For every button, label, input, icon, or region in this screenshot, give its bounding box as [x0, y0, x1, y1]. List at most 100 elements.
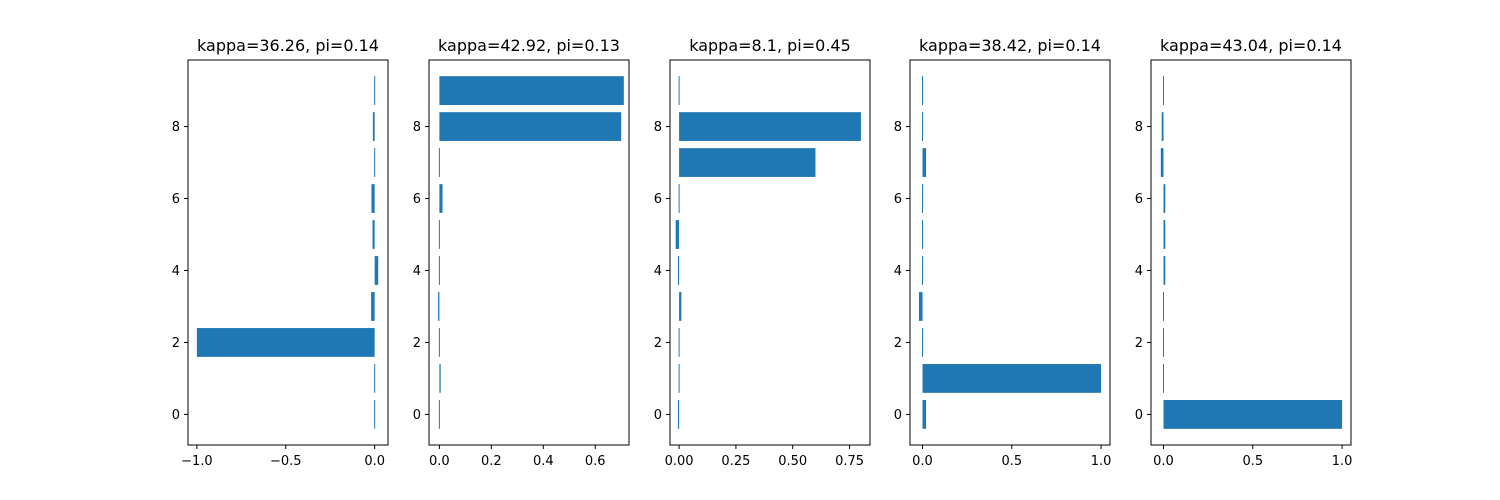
x-tick-label: 0.0 [1153, 454, 1174, 469]
subplot-4: 0.0 0.5 1.0 0 2 4 6 8 kappa=38.42, pi=0.14 [894, 36, 1112, 469]
subplot-title: kappa=38.42, pi=0.14 [919, 36, 1101, 55]
bar [196, 328, 375, 357]
x-tick-label: 0.75 [835, 454, 864, 469]
bar [438, 292, 440, 321]
x-tick-label: 0.0 [364, 454, 385, 469]
x-tick-label: 0.0 [912, 454, 933, 469]
bar [1163, 328, 1164, 357]
bar [922, 364, 1102, 393]
bar [675, 220, 680, 249]
subplot-title: kappa=42.92, pi=0.13 [438, 36, 620, 55]
subplot-title: kappa=36.26, pi=0.14 [197, 36, 379, 55]
bar [922, 328, 923, 357]
x-tick-label: 0.4 [533, 454, 554, 469]
axes-frame [1150, 59, 1352, 446]
y-tick-label: 0 [1135, 408, 1143, 423]
bar [1163, 256, 1166, 285]
bar [438, 328, 440, 357]
axes-frame [428, 59, 630, 446]
y-tick-label: 0 [894, 408, 902, 423]
y-tick-label: 0 [654, 408, 662, 423]
bar [679, 112, 861, 141]
bar [922, 400, 927, 429]
bar [679, 292, 682, 321]
x-tick-label: 0.6 [585, 454, 606, 469]
y-tick-label: 8 [1135, 120, 1143, 135]
y-tick-label: 4 [1135, 264, 1143, 279]
subplot-title: kappa=8.1, pi=0.45 [689, 36, 851, 55]
axes-frame [187, 59, 389, 446]
bar [372, 220, 375, 249]
axes-frame [909, 59, 1111, 446]
bar [438, 256, 440, 285]
bar [1161, 112, 1164, 141]
bar [371, 184, 375, 213]
y-tick-label: 6 [172, 192, 180, 207]
subplot-3: 0.00 0.25 0.50 0.75 0 2 4 6 8 kappa=8.1, pi=0.45 [654, 36, 871, 469]
y-tick-label: 4 [413, 264, 421, 279]
x-tick-label: −1.0 [181, 454, 213, 469]
bar [922, 256, 923, 285]
bar [374, 256, 379, 285]
bar [1160, 148, 1164, 177]
bar [678, 364, 680, 393]
y-tick-label: 2 [413, 336, 421, 351]
y-tick-label: 8 [654, 120, 662, 135]
x-tick-label: 0.25 [721, 454, 750, 469]
bar [678, 184, 680, 213]
bar [1163, 220, 1166, 249]
bar [1163, 364, 1164, 393]
y-tick-label: 4 [654, 264, 662, 279]
x-tick-label: 0.5 [1001, 454, 1022, 469]
bar [918, 292, 923, 321]
bar [439, 364, 441, 393]
bar [439, 112, 622, 141]
bar [438, 220, 440, 249]
x-tick-label: 0.5 [1242, 454, 1263, 469]
subplot-2: 0.0 0.2 0.4 0.6 0 2 4 6 8 kappa=42.92, pi=0.13 [413, 36, 630, 469]
bar [922, 148, 927, 177]
y-tick-label: 0 [172, 408, 180, 423]
x-tick-label: 1.0 [1091, 454, 1112, 469]
y-tick-label: 6 [1135, 192, 1143, 207]
subplot-1: −1.0 −0.5 0.0 0 2 4 6 8 kappa=36.26, pi=0.14 [172, 36, 389, 469]
y-tick-label: 2 [654, 336, 662, 351]
y-tick-label: 4 [894, 264, 902, 279]
y-tick-label: 6 [894, 192, 902, 207]
bar [374, 148, 376, 177]
x-tick-label: 0.50 [778, 454, 807, 469]
bar [374, 400, 376, 429]
y-tick-label: 8 [172, 120, 180, 135]
y-tick-label: 0 [413, 408, 421, 423]
y-tick-label: 2 [1135, 336, 1143, 351]
bar [438, 148, 440, 177]
bar [922, 220, 923, 249]
bar [374, 76, 376, 105]
y-tick-label: 8 [413, 120, 421, 135]
bar [679, 148, 816, 177]
y-tick-label: 6 [413, 192, 421, 207]
bar [922, 184, 923, 213]
bar [677, 256, 680, 285]
x-tick-label: −0.5 [270, 454, 302, 469]
x-tick-label: 0.2 [481, 454, 502, 469]
bar [678, 328, 680, 357]
subplot-5: 0.0 0.5 1.0 0 2 4 6 8 kappa=43.04, pi=0.14 [1135, 36, 1353, 469]
bar [678, 76, 680, 105]
x-tick-label: 1.0 [1332, 454, 1353, 469]
y-tick-label: 4 [172, 264, 180, 279]
bar [371, 292, 375, 321]
y-tick-label: 2 [172, 336, 180, 351]
bar [1163, 76, 1164, 105]
bar [1163, 292, 1164, 321]
bar [372, 112, 375, 141]
bar [922, 76, 923, 105]
bar [1163, 184, 1166, 213]
x-tick-label: 0.00 [665, 454, 694, 469]
y-tick-label: 8 [894, 120, 902, 135]
bar [677, 400, 680, 429]
x-tick-label: 0.0 [429, 454, 450, 469]
bar [439, 76, 624, 105]
bar [374, 364, 376, 393]
